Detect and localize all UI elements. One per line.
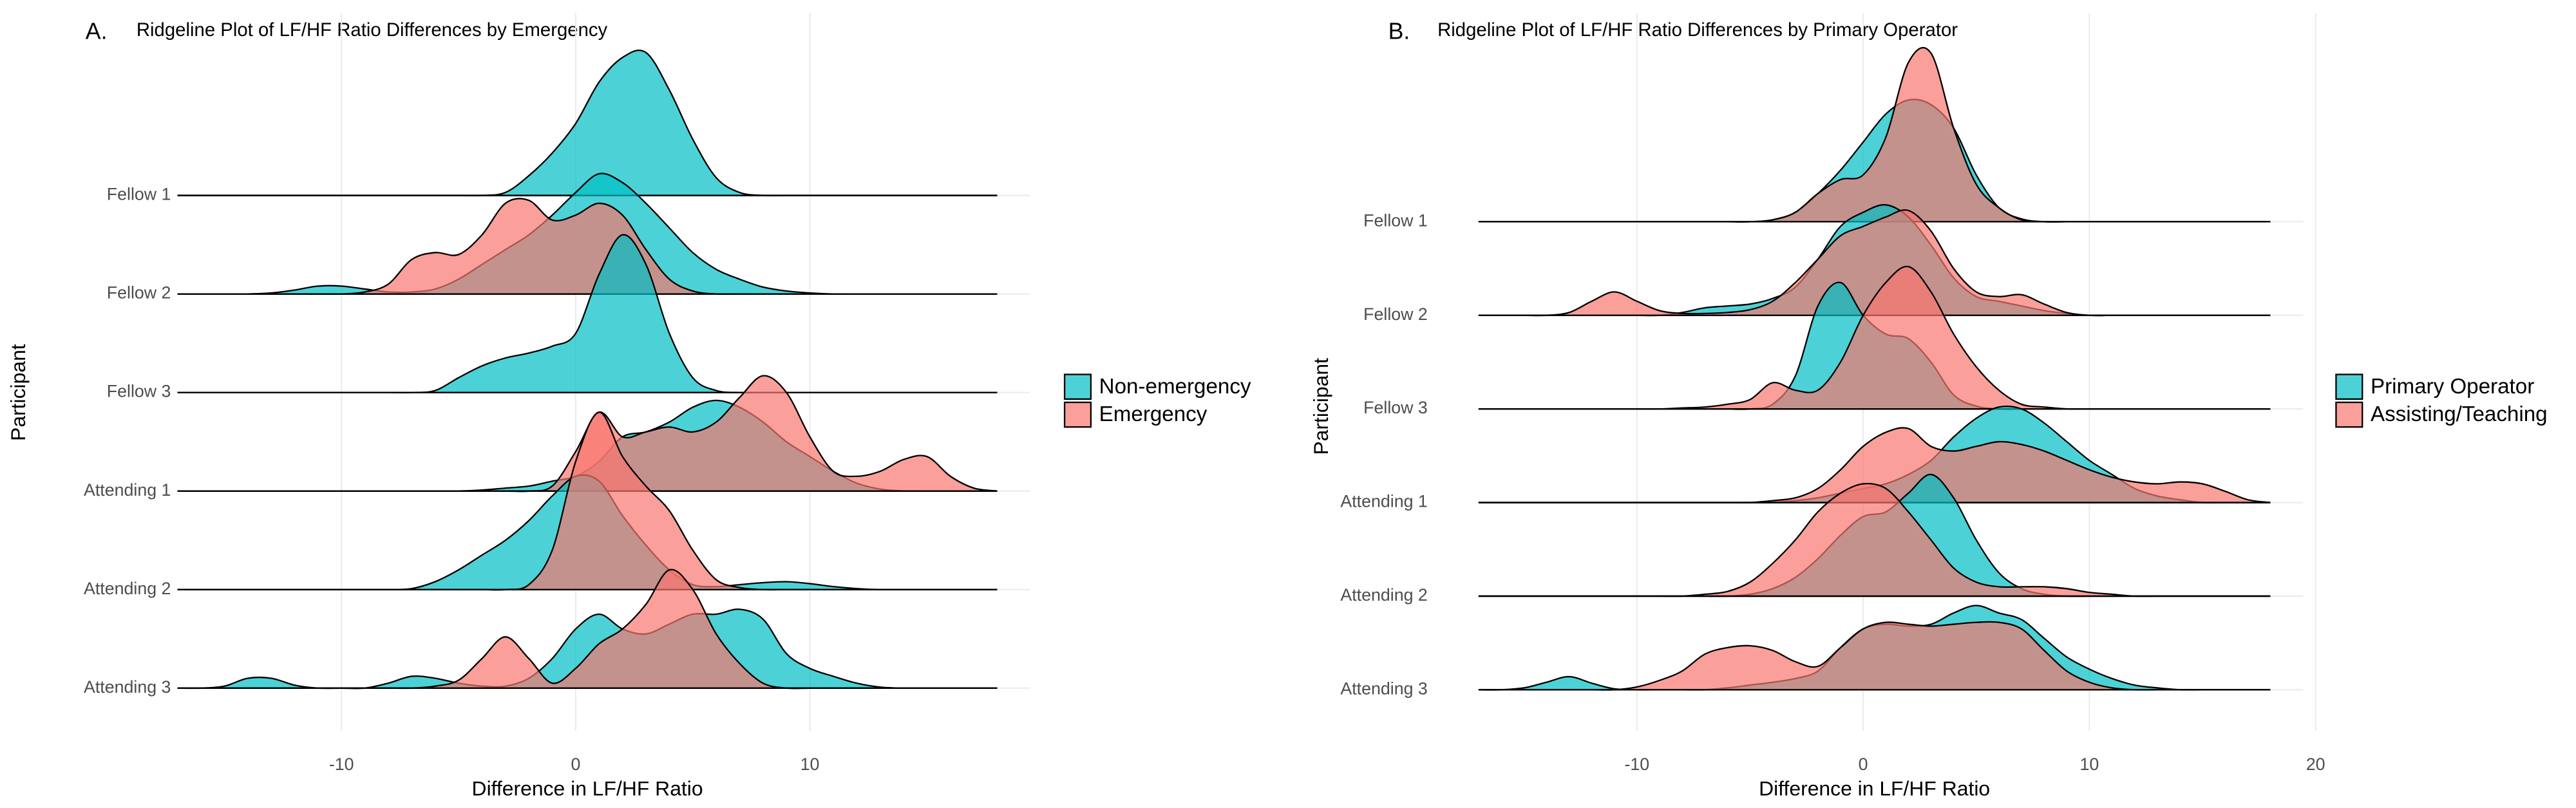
chart-title: Ridgeline Plot of LF/HF Ratio Difference… [1437,19,1958,41]
y-tick-label: Attending 2 [84,579,171,598]
legend-label: Primary Operator [2371,375,2534,399]
ridge [177,234,998,394]
ridge [177,411,998,591]
ridge [177,50,998,197]
y-tick-label: Fellow 3 [1363,398,1428,417]
x-tick-label: 0 [1859,755,1868,774]
x-axis-title: Difference in LF/HF Ratio [1759,776,1990,800]
panel-label: B. [1388,18,1410,44]
ridge [1478,427,2271,503]
x-tick-label: 20 [2306,755,2325,774]
y-tick-label: Fellow 2 [107,283,171,303]
y-tick-label: Attending 3 [84,677,171,697]
y-axis-title: Participant [6,344,30,441]
x-tick-label: 0 [571,755,580,774]
ridge [177,568,998,690]
x-tick-label: 10 [2079,755,2099,774]
panel: A. Ridgeline Plot of LF/HF Ratio Differen… [6,13,1251,800]
y-tick-label: Attending 1 [84,480,171,500]
y-tick-label: Fellow 3 [107,382,171,401]
y-tick-label: Fellow 1 [1363,211,1428,230]
legend-key [2335,401,2363,428]
x-axis-title: Difference in LF/HF Ratio [472,776,703,800]
legend-key [1063,401,1092,428]
ridge [1478,621,2271,691]
panel: B. Ridgeline Plot of LF/HF Ratio Differen… [1309,13,2548,800]
y-axis-title: Participant [1309,358,1332,455]
x-tick-label: -10 [329,755,354,774]
legend-label: Assisting/Teaching [2371,402,2548,426]
ridge [1478,209,2271,317]
x-tick-label: 10 [800,755,820,774]
legend-label: Emergency [1099,402,1208,426]
legend-key [1063,373,1092,400]
ridge [1478,265,2271,410]
ridge [177,198,998,296]
y-tick-label: Attending 1 [1340,492,1427,511]
y-tick-label: Attending 2 [1340,585,1427,605]
y-tick-label: Attending 3 [1340,679,1427,698]
ridge [1478,482,2271,597]
y-tick-label: Fellow 1 [107,185,171,204]
ridge [1478,46,2271,223]
legend-label: Non-emergency [1099,375,1251,399]
panel-label: A. [86,18,108,44]
x-tick-label: -10 [1624,755,1649,774]
chart-title: Ridgeline Plot of LF/HF Ratio Difference… [137,19,608,41]
y-tick-label: Fellow 2 [1363,305,1428,324]
legend-key [2335,373,2363,400]
